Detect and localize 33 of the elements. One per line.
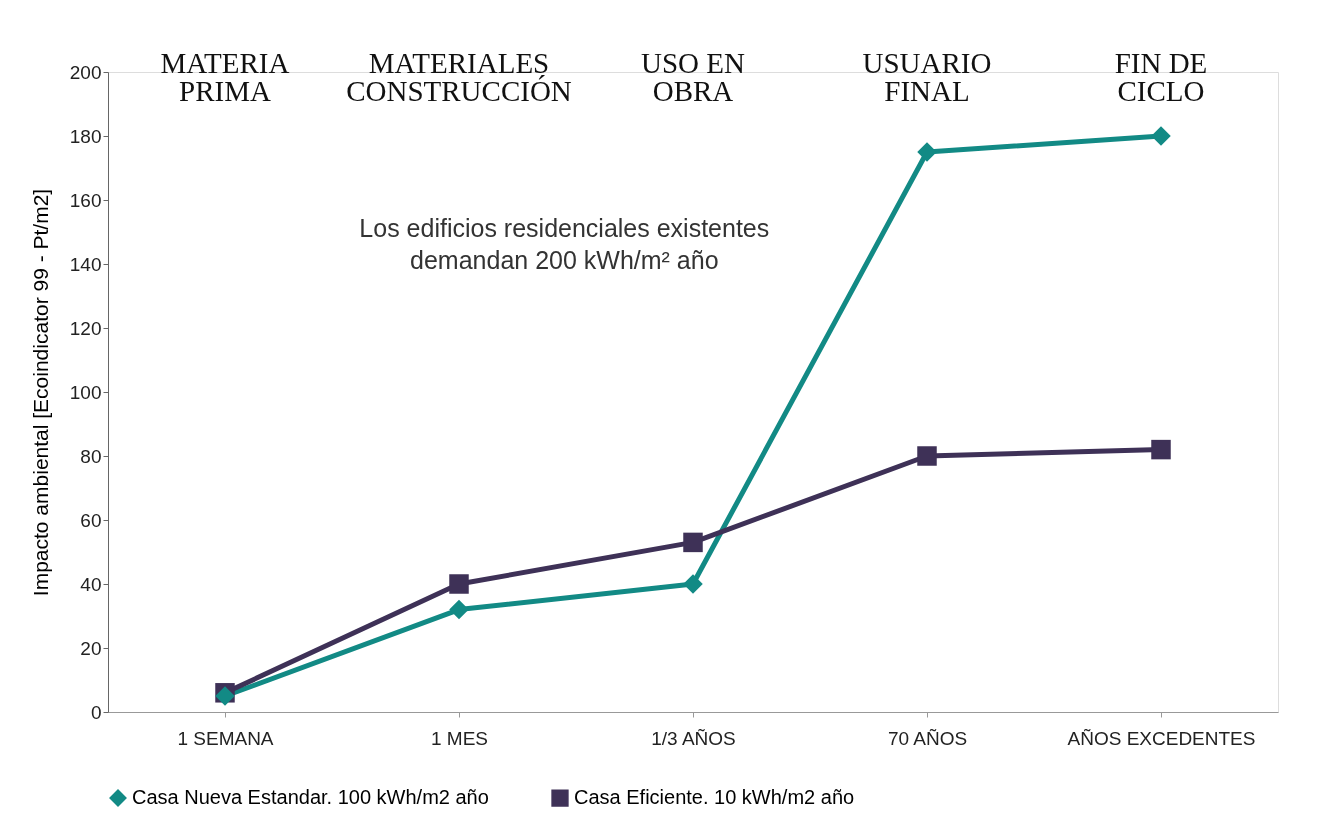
y-tick-label: 100 [69,381,102,403]
point [449,574,469,594]
y-tick-label: 160 [69,189,102,211]
x-tick-label: AÑOS EXCEDENTES [1067,727,1256,749]
y-tick-label: 20 [80,637,102,659]
annotation: FIN DE CICLO [1114,47,1208,107]
legend-label: Casa Nueva Estandar. 100 kWh/m2 año [132,786,489,809]
point [1151,439,1171,460]
y-tick-label: 40 [80,573,102,595]
y-axis-title: Impacto ambiental [Ecoindicator 99 - Pt/m2] [28,188,52,597]
annotation: Los edificios residenciales existentes demandan 200 kWh/m² año [359,214,770,274]
y-tick-label: 60 [80,509,102,531]
x-tick-label: 1 SEMANA [177,727,274,749]
annotation: MATERIALES CONSTRUCCIÓN [346,47,572,107]
legend-label: Casa Eficiente. 10 kWh/m2 año [574,786,855,809]
y-tick-label: 140 [69,253,102,275]
y-tick-label: 200 [69,61,102,83]
y-tick-label: 0 [90,701,102,723]
point [683,574,703,594]
point [1151,126,1171,146]
x-tick-label: 70 AÑOS [887,727,968,749]
point [917,142,937,162]
point [917,446,937,466]
x-tick-label: 1/3 AÑOS [651,727,736,749]
y-tick-label: 80 [80,445,102,467]
annotation: USUARIO FINAL [862,47,992,107]
x-tick-label: 1 MES [430,727,489,749]
point [449,599,469,620]
annotation: USO EN OBRA [641,47,746,107]
y-tick-label: 180 [69,125,102,147]
y-tick-label: 120 [69,317,102,339]
point [683,532,703,553]
annotation: MATERIA PRIMA [160,47,290,107]
